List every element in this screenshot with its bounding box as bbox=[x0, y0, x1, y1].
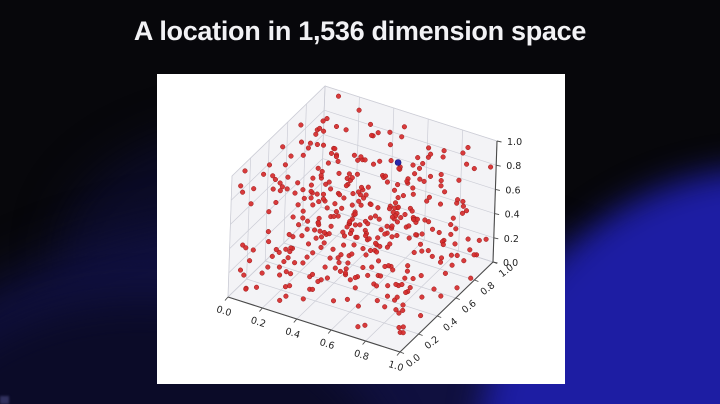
z-tick-label: 0.8 bbox=[506, 161, 521, 172]
highlight-point bbox=[394, 159, 402, 166]
corner-artifact bbox=[0, 396, 9, 404]
x-tick-label: 0.4 bbox=[284, 326, 302, 341]
y-tick-label: 0.6 bbox=[460, 298, 479, 316]
z-tick-label: 0.4 bbox=[505, 210, 520, 221]
y-tick-label: 0.0 bbox=[404, 352, 423, 370]
chart-panes bbox=[227, 85, 498, 353]
scatter3d-svg: 0.00.20.40.60.81.0 0.00.20.40.60.81.00.00… bbox=[215, 85, 522, 374]
slide-title: A location in 1,536 dimension space bbox=[133, 16, 587, 46]
z-tick-label: 1.0 bbox=[507, 137, 522, 148]
z-tick-label: 0.2 bbox=[504, 234, 519, 245]
x-tick-label: 1.0 bbox=[387, 359, 405, 374]
x-tick-label: 0.6 bbox=[318, 337, 336, 352]
scatter-points bbox=[237, 93, 494, 336]
z-tick-label: 0.0 bbox=[503, 258, 518, 269]
chart-panel: 0.0 0.2 0.4 0.6 0.8 1.0 0.0 0.2 0.4 0.6 0.8 1.0 0.0 0… bbox=[157, 74, 565, 384]
x-tick-label: 0.2 bbox=[249, 315, 267, 330]
z-tick-label: 0.6 bbox=[505, 185, 520, 196]
y-tick-label: 0.2 bbox=[423, 334, 442, 352]
chart-spines bbox=[227, 140, 498, 353]
y-tick-label: 0.8 bbox=[479, 280, 498, 298]
x-tick-label: 0.0 bbox=[215, 304, 233, 319]
x-tick-label: 0.8 bbox=[352, 348, 370, 363]
y-tick-label: 0.4 bbox=[441, 316, 460, 334]
